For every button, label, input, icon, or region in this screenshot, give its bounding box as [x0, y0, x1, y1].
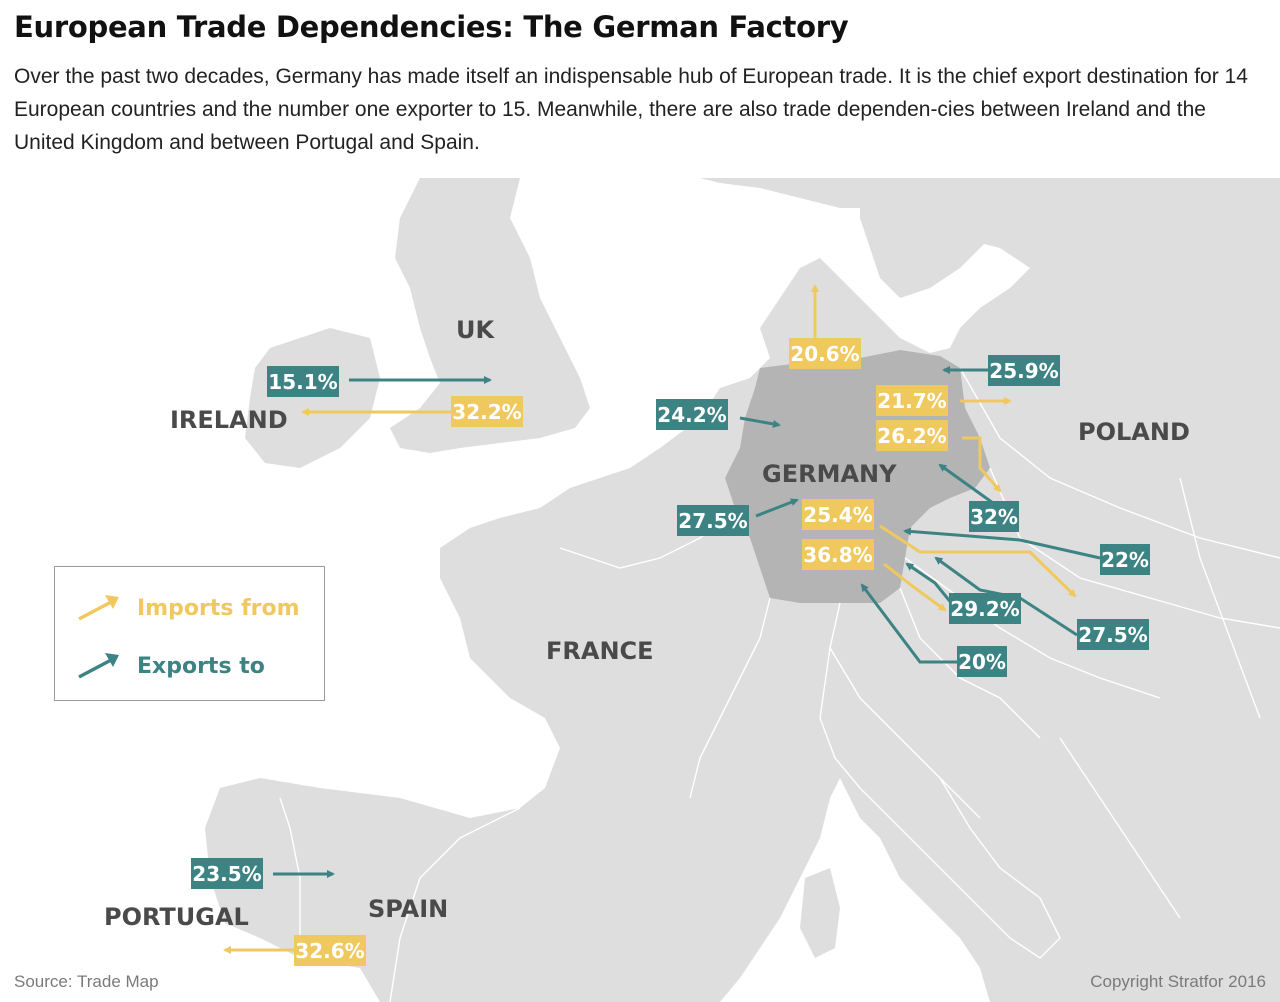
flow-box-poland-exports	[988, 355, 1060, 386]
arrow-austria-imports	[879, 524, 1077, 598]
flow-box-uk-ireland-imports	[451, 396, 523, 427]
ireland-land	[245, 328, 380, 468]
source-note: Source: Trade Map	[14, 972, 159, 991]
arrow-france-west-exports	[755, 498, 799, 518]
arrow-swiss-imports	[883, 562, 947, 612]
italy-land	[819, 645, 1061, 959]
flow-value-poland-imports: 21.7%	[877, 389, 946, 413]
country-label-france: FRANCE	[546, 637, 654, 665]
flow-box-ireland-uk-exports	[267, 366, 339, 397]
flow-box-portugal-spain-exports	[191, 858, 263, 889]
flow-value-spain-portugal-imports: 32.6%	[295, 939, 364, 963]
legend-item-exports: Exports to	[75, 649, 265, 683]
flow-box-slovenia-exports	[957, 646, 1007, 677]
flow-value-portugal-spain-exports: 23.5%	[192, 862, 261, 886]
country-label-uk: UK	[456, 316, 495, 344]
flow-value-uk-ireland-imports: 32.2%	[452, 400, 521, 424]
legend: Imports from Exports to	[54, 566, 325, 701]
country-label-ireland: IRELAND	[170, 406, 288, 434]
continental-europe-land	[205, 178, 1280, 1002]
flow-box-austria-exports	[949, 593, 1021, 624]
flow-box-denmark-imports	[789, 338, 861, 369]
imports-arrow-icon	[78, 595, 119, 621]
country-label-germany: GERMANY	[762, 460, 897, 488]
flow-box-spain-portugal-imports	[294, 935, 366, 966]
flow-value-swiss-imports: 36.8%	[803, 543, 872, 567]
flow-box-hungary-imports-exports	[1077, 619, 1149, 650]
flow-value-netherlands-exports: 24.2%	[657, 403, 726, 427]
country-label-portugal: PORTUGAL	[104, 903, 249, 931]
flow-box-france-west-exports	[677, 505, 749, 536]
arrow-hungary-exports	[903, 527, 1101, 560]
arrow-czech-exports	[938, 463, 1001, 510]
flow-value-czech-imports: 26.2%	[877, 424, 946, 448]
exports-arrow-icon	[78, 653, 119, 679]
flow-value-slovenia-exports: 20%	[958, 650, 1006, 674]
map-subtitle: Over the past two decades, Germany has m…	[14, 65, 1248, 154]
country-label-spain: SPAIN	[368, 895, 448, 923]
flow-value-hungary-imports-exports: 27.5%	[1078, 623, 1147, 647]
flow-box-swiss-imports	[802, 539, 874, 570]
country-borders	[279, 367, 1280, 1002]
country-label-poland: POLAND	[1078, 418, 1190, 446]
flow-box-czech-imports	[876, 420, 948, 451]
legend-item-imports: Imports from	[75, 591, 300, 625]
legend-label-exports: Exports to	[137, 653, 265, 679]
flow-box-czech-exports	[969, 501, 1019, 532]
flow-value-poland-exports: 25.9%	[989, 359, 1058, 383]
legend-label-imports: Imports from	[137, 595, 300, 621]
flow-box-poland-imports	[876, 385, 948, 416]
great-britain-land	[390, 178, 590, 453]
flow-box-hungary-exports	[1100, 544, 1150, 575]
arrow-slovenia-exports	[860, 583, 957, 664]
copyright-note: Copyright Stratfor 2016	[1090, 972, 1266, 991]
flow-value-ireland-uk-exports: 15.1%	[268, 370, 337, 394]
flow-value-france-west-exports: 27.5%	[678, 509, 747, 533]
map-title: European Trade Dependencies: The German …	[14, 10, 849, 44]
arrow-czech-imports	[962, 436, 1002, 493]
europe-trade-map: UK IRELAND GERMANY POLAND FRANCE SPAIN P…	[104, 178, 1280, 1002]
sardinia-land	[800, 868, 840, 958]
arrow-netherlands-exports	[739, 416, 781, 428]
flow-value-denmark-imports: 20.6%	[790, 342, 859, 366]
flow-value-austria-imports: 25.4%	[803, 503, 872, 527]
flow-value-czech-exports: 32%	[970, 505, 1018, 529]
scandinavia-land	[860, 178, 1040, 298]
flow-value-hungary-exports: 22%	[1101, 548, 1149, 572]
flow-box-austria-imports	[802, 499, 874, 530]
flow-box-netherlands-exports	[656, 399, 728, 430]
flow-value-austria-exports: 29.2%	[950, 597, 1019, 621]
